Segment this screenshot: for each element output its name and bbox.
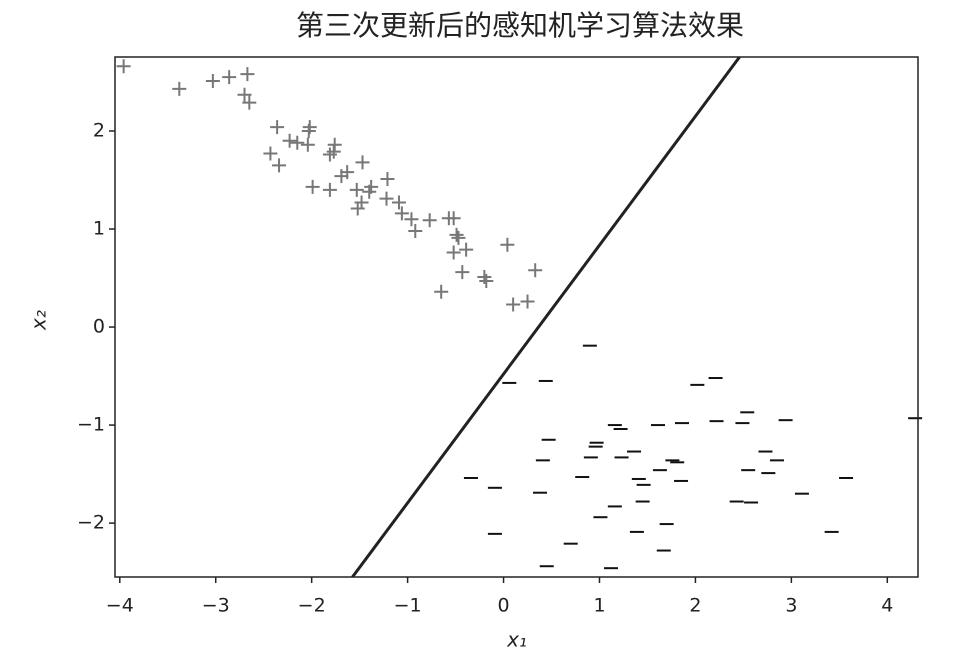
plus-point	[282, 133, 297, 148]
plus-point	[459, 242, 474, 257]
plus-point	[446, 211, 461, 226]
x-tick-label: 0	[498, 595, 510, 617]
x-tick-label: 4	[881, 595, 893, 617]
plus-point	[326, 144, 341, 159]
plus-point	[305, 179, 320, 194]
plus-point	[237, 87, 252, 102]
chart-title: 第三次更新后的感知机学习算法效果	[296, 9, 744, 42]
y-tick-label: −1	[77, 414, 105, 436]
x-tick-label: −2	[298, 595, 326, 617]
plus-point	[302, 120, 317, 135]
plus-point	[349, 182, 364, 197]
x-tick-label: −4	[106, 595, 134, 617]
plus-point	[205, 74, 220, 89]
plus-point	[322, 182, 337, 197]
plus-point	[172, 81, 187, 96]
y-tick-label: 0	[93, 316, 105, 338]
plus-point	[394, 206, 409, 221]
plus-point	[455, 265, 470, 280]
plus-point	[300, 137, 315, 152]
plus-point	[479, 273, 494, 288]
x-tick-label: −1	[394, 595, 422, 617]
plus-point	[355, 155, 370, 170]
plus-point	[379, 191, 394, 206]
plus-point	[506, 297, 521, 312]
plus-point	[500, 237, 515, 252]
plus-point	[404, 212, 419, 227]
plus-point	[242, 95, 257, 110]
plot-frame	[114, 56, 919, 578]
x-tick-label: −3	[202, 595, 230, 617]
y-tick-label: −2	[77, 512, 105, 534]
x-tick-label: 2	[689, 595, 701, 617]
plus-point	[451, 230, 466, 245]
plus-point	[322, 147, 337, 162]
plus-point	[380, 172, 395, 187]
plus-point	[449, 227, 464, 242]
y-tick-label: 2	[93, 120, 105, 142]
plus-point	[290, 135, 305, 150]
plus-point	[116, 59, 131, 74]
y-axis-label: x₂	[27, 310, 51, 331]
y-tick-label: 1	[93, 218, 105, 240]
plus-point	[263, 146, 278, 161]
plus-point	[434, 284, 449, 299]
plus-point	[422, 213, 437, 228]
x-tick-label: 1	[593, 595, 605, 617]
plus-point	[446, 245, 461, 260]
plus-point	[222, 70, 237, 85]
plus-point	[240, 67, 255, 82]
plus-point	[364, 179, 379, 194]
plus-point	[350, 201, 365, 216]
plus-point	[270, 120, 285, 135]
plus-point	[391, 195, 406, 210]
plus-point	[408, 223, 423, 238]
decision-line	[351, 57, 741, 577]
plus-point	[272, 158, 287, 173]
plus-point	[520, 294, 535, 309]
plus-point	[528, 263, 543, 278]
x-tick-label: 3	[785, 595, 797, 617]
x-axis-label: x₁	[506, 628, 527, 652]
plus-point	[340, 165, 355, 180]
